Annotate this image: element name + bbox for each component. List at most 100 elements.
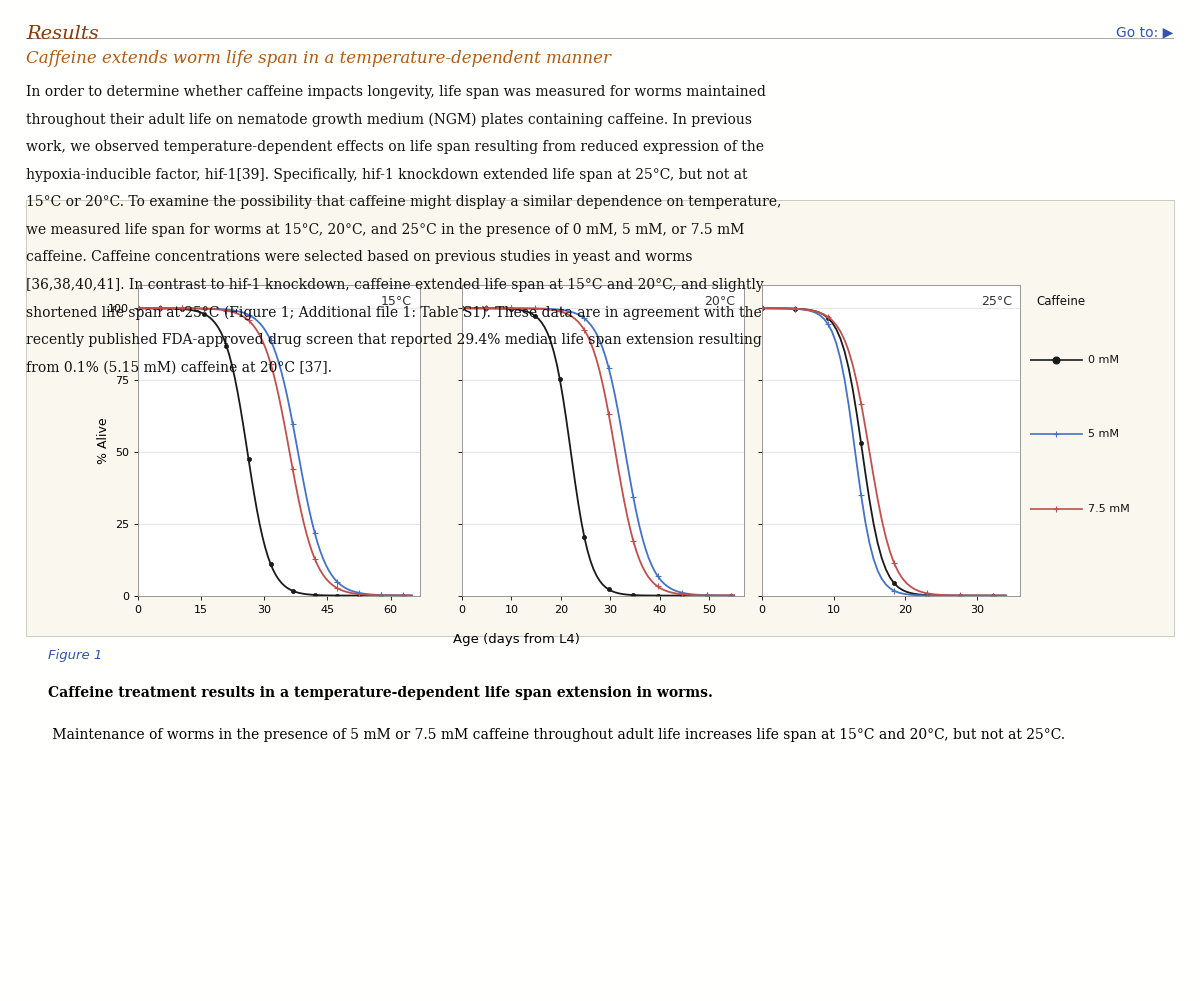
0 mM bbox=[727, 590, 742, 602]
Text: Figure 1: Figure 1 bbox=[48, 649, 102, 662]
Line: 5 mM: 5 mM bbox=[760, 305, 1008, 599]
0 mM bbox=[538, 321, 552, 333]
Line: 0 mM: 0 mM bbox=[460, 306, 736, 598]
7.5 mM bbox=[796, 303, 810, 315]
Text: 7.5 mM: 7.5 mM bbox=[1087, 504, 1129, 514]
7.5 mM bbox=[131, 302, 145, 314]
7.5 mM bbox=[907, 584, 922, 596]
Text: we measured life span for worms at 15°C, 20°C, and 25°C in the presence of 0 mM,: we measured life span for worms at 15°C,… bbox=[26, 222, 745, 236]
7.5 mM bbox=[644, 575, 659, 587]
7.5 mM bbox=[538, 303, 552, 315]
Text: 5 mM: 5 mM bbox=[1087, 429, 1118, 439]
Line: 0 mM: 0 mM bbox=[136, 306, 414, 598]
Text: 0 mM: 0 mM bbox=[1087, 354, 1118, 364]
5 mM bbox=[998, 590, 1013, 602]
Line: 5 mM: 5 mM bbox=[136, 305, 414, 599]
0 mM bbox=[682, 590, 696, 602]
0 mM bbox=[796, 303, 810, 315]
Line: 7.5 mM: 7.5 mM bbox=[760, 305, 1008, 599]
7.5 mM bbox=[688, 590, 702, 602]
5 mM bbox=[826, 326, 840, 338]
7.5 mM bbox=[838, 334, 852, 346]
7.5 mM bbox=[755, 302, 769, 314]
Text: from 0.1% (5.15 mM) caffeine at 20°C [37].: from 0.1% (5.15 mM) caffeine at 20°C [37… bbox=[26, 360, 332, 374]
Text: work, we observed temperature-dependent effects on life span resulting from redu: work, we observed temperature-dependent … bbox=[26, 140, 764, 154]
5 mM bbox=[184, 302, 198, 314]
Text: shortened life span at 25°C (Figure 1; Additional file 1: Table S1). These data : shortened life span at 25°C (Figure 1; A… bbox=[26, 305, 762, 319]
5 mM bbox=[688, 589, 702, 601]
0 mM bbox=[644, 590, 659, 602]
0 mM bbox=[184, 304, 198, 316]
0 mM bbox=[826, 316, 840, 328]
Text: Caffeine: Caffeine bbox=[1036, 294, 1085, 307]
5 mM bbox=[838, 373, 852, 385]
5 mM bbox=[492, 302, 506, 314]
0 mM bbox=[838, 345, 852, 357]
7.5 mM bbox=[727, 590, 742, 602]
7.5 mM bbox=[682, 589, 696, 601]
7.5 mM bbox=[194, 302, 209, 314]
Y-axis label: % Alive: % Alive bbox=[97, 417, 110, 463]
0 mM bbox=[998, 590, 1013, 602]
7.5 mM bbox=[404, 590, 419, 602]
Text: [36,38,40,41]. In contrast to hif-1 knockdown, caffeine extended life span at 15: [36,38,40,41]. In contrast to hif-1 knoc… bbox=[26, 277, 764, 291]
Text: Results: Results bbox=[26, 25, 100, 43]
7.5 mM bbox=[455, 302, 469, 314]
Text: Maintenance of worms in the presence of 5 mM or 7.5 mM caffeine throughout adult: Maintenance of worms in the presence of … bbox=[48, 728, 1066, 742]
0 mM bbox=[833, 332, 847, 344]
5 mM bbox=[817, 313, 832, 325]
7.5 mM bbox=[826, 314, 840, 326]
7.5 mM bbox=[271, 391, 286, 403]
7.5 mM bbox=[294, 506, 308, 518]
0 mM bbox=[404, 590, 419, 602]
0 mM bbox=[817, 309, 832, 321]
7.5 mM bbox=[715, 590, 730, 602]
5 mM bbox=[727, 590, 742, 602]
5 mM bbox=[538, 302, 552, 314]
5 mM bbox=[755, 302, 769, 314]
0 mM bbox=[455, 302, 469, 314]
7.5 mM bbox=[383, 590, 397, 602]
Text: Caffeine extends worm life span in a temperature-dependent manner: Caffeine extends worm life span in a tem… bbox=[26, 50, 612, 67]
0 mM bbox=[755, 302, 769, 314]
Text: hypoxia-inducible factor, hif-1[39]. Specifically, hif-1 knockdown extended life: hypoxia-inducible factor, hif-1[39]. Spe… bbox=[26, 167, 748, 181]
Text: 20°C: 20°C bbox=[704, 294, 736, 307]
Text: Go to: ▶: Go to: ▶ bbox=[1116, 25, 1174, 39]
5 mM bbox=[390, 590, 404, 602]
Text: Age (days from L4): Age (days from L4) bbox=[452, 633, 580, 646]
5 mM bbox=[131, 302, 145, 314]
5 mM bbox=[644, 559, 659, 571]
0 mM bbox=[492, 302, 506, 314]
7.5 mM bbox=[184, 302, 198, 314]
Text: In order to determine whether caffeine impacts longevity, life span was measured: In order to determine whether caffeine i… bbox=[26, 85, 767, 99]
7.5 mM bbox=[998, 590, 1013, 602]
Text: 15°C: 15°C bbox=[380, 294, 412, 307]
Text: throughout their adult life on nematode growth medium (NGM) plates containing ca: throughout their adult life on nematode … bbox=[26, 112, 752, 127]
7.5 mM bbox=[492, 302, 506, 314]
0 mM bbox=[907, 588, 922, 600]
0 mM bbox=[194, 306, 209, 318]
5 mM bbox=[271, 357, 286, 369]
5 mM bbox=[194, 302, 209, 314]
Line: 5 mM: 5 mM bbox=[460, 305, 737, 599]
5 mM bbox=[833, 353, 847, 365]
5 mM bbox=[383, 590, 397, 602]
5 mM bbox=[907, 589, 922, 601]
Text: 25°C: 25°C bbox=[982, 294, 1013, 307]
Text: 15°C or 20°C. To examine the possibility that caffeine might display a similar d: 15°C or 20°C. To examine the possibility… bbox=[26, 195, 781, 209]
Line: 7.5 mM: 7.5 mM bbox=[136, 305, 414, 599]
5 mM bbox=[455, 302, 469, 314]
Line: 7.5 mM: 7.5 mM bbox=[460, 305, 737, 599]
5 mM bbox=[682, 588, 696, 600]
5 mM bbox=[796, 303, 810, 315]
0 mM bbox=[390, 590, 404, 602]
7.5 mM bbox=[390, 590, 404, 602]
Text: recently published FDA-approved drug screen that reported 29.4% median life span: recently published FDA-approved drug scr… bbox=[26, 332, 762, 346]
0 mM bbox=[383, 590, 397, 602]
0 mM bbox=[271, 574, 286, 586]
0 mM bbox=[294, 588, 308, 600]
5 mM bbox=[715, 590, 730, 602]
0 mM bbox=[688, 590, 702, 602]
7.5 mM bbox=[817, 308, 832, 320]
Line: 0 mM: 0 mM bbox=[760, 306, 1008, 598]
